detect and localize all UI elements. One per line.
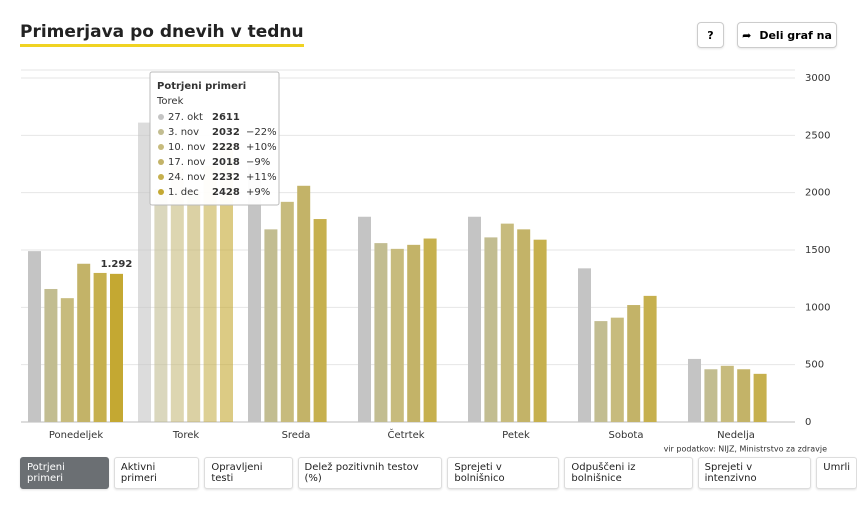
bar (500, 223, 514, 422)
metric-button[interactable]: Potrjeni primeri (20, 457, 109, 489)
bar (93, 272, 107, 422)
bar (627, 305, 641, 422)
y-tick-label: 1500 (805, 245, 830, 256)
y-tick-label: 3000 (805, 73, 830, 84)
y-tick-label: 0 (805, 417, 811, 428)
bar (737, 369, 751, 422)
tooltip-series: 10. nov (168, 142, 206, 153)
tooltip-dot (158, 159, 164, 165)
tooltip-change: +10% (246, 142, 277, 153)
tooltip-change: −9% (246, 157, 270, 168)
tooltip-change: −22% (246, 127, 277, 138)
bar (110, 273, 123, 422)
metric-button[interactable]: Sprejeti v bolnišnico (447, 457, 560, 489)
y-tick-label: 2500 (805, 130, 830, 141)
y-tick-label: 1000 (805, 302, 830, 313)
bar (484, 237, 498, 422)
help-button[interactable]: ? (697, 22, 724, 48)
x-tick-label: Nedelja (717, 430, 755, 441)
tooltip-title: Potrjeni primeri (157, 81, 246, 92)
title: Primerjava po dnevih v tednu (20, 22, 304, 47)
tooltip-dot (158, 129, 164, 135)
bar (313, 219, 327, 422)
tooltip-dot (158, 174, 164, 180)
x-tick-label: Torek (172, 430, 200, 441)
metric-button[interactable]: Odpuščeni iz bolnišnice (564, 457, 693, 489)
metric-button[interactable]: Delež pozitivnih testov (%) (297, 457, 443, 489)
bar (594, 321, 608, 422)
bar (44, 288, 58, 422)
tooltip-value: 2032 (212, 127, 240, 138)
tooltip-value: 2232 (212, 172, 240, 183)
bar (138, 122, 151, 422)
metric-button[interactable]: Sprejeti v intenzivno (697, 457, 812, 489)
bar (170, 166, 184, 422)
x-tick-label: Sobota (609, 430, 644, 441)
y-tick-label: 500 (805, 360, 824, 371)
bar (77, 263, 91, 422)
tooltip-dot (158, 189, 164, 195)
bar (358, 216, 371, 422)
bar (154, 188, 168, 422)
bar (533, 239, 547, 422)
bar (643, 295, 657, 422)
bar (407, 244, 421, 422)
bar (280, 201, 294, 422)
tooltip-series: 24. nov (168, 172, 206, 183)
tooltip-category: Torek (156, 96, 184, 107)
bar (297, 185, 311, 422)
share-button[interactable]: ➦ Deli graf na (737, 22, 837, 48)
tooltip-dot (158, 114, 164, 120)
bar (60, 298, 74, 422)
bar (374, 243, 388, 422)
tooltip-series: 17. nov (168, 157, 206, 168)
bar (704, 369, 718, 422)
x-tick-label: Sreda (282, 430, 311, 441)
metric-buttons: Potrjeni primeri Aktivni primeri Opravljen… (20, 457, 857, 489)
x-tick-label: Ponedeljek (49, 430, 103, 441)
bar (264, 229, 278, 422)
tooltip-dot (158, 144, 164, 150)
metric-button[interactable]: Umrli (816, 457, 857, 489)
source: vir podatkov: NIJZ, Ministrstvo za zdrav… (664, 445, 827, 454)
tooltip-series: 1. dec (168, 187, 199, 198)
bar (517, 229, 531, 422)
tooltip-value: 2018 (212, 157, 240, 168)
x-tick-label: Petek (502, 430, 530, 441)
tooltip-value: 2611 (212, 112, 240, 123)
share-label: Deli graf na (759, 28, 832, 42)
x-tick-label: Četrtek (387, 428, 424, 441)
bar (468, 216, 481, 422)
tooltip-series: 3. nov (168, 127, 199, 138)
bar (203, 166, 217, 422)
tooltip: Potrjeni primeri Torek 27. okt 2611 3. nov 20… (149, 71, 280, 206)
tooltip-series: 27. okt (168, 112, 203, 123)
metric-button[interactable]: Opravljeni testi (204, 457, 293, 489)
bar (28, 251, 41, 422)
tooltip-value: 2428 (212, 187, 240, 198)
tooltip-change: +9% (246, 187, 270, 198)
bar (423, 238, 437, 422)
bar (390, 248, 404, 422)
bar (220, 143, 233, 422)
bar (578, 268, 591, 422)
value-label: 1.292 (101, 259, 133, 270)
tooltip-value: 2228 (212, 142, 240, 153)
tooltip-box (149, 71, 280, 206)
bar (610, 317, 624, 422)
bar (753, 373, 767, 422)
metric-button[interactable]: Aktivni primeri (113, 457, 200, 489)
bar (720, 365, 734, 422)
bar (688, 358, 701, 422)
bar (187, 190, 201, 422)
bar (248, 164, 261, 422)
tooltip-change: +11% (246, 172, 277, 183)
y-tick-label: 2000 (805, 188, 830, 199)
